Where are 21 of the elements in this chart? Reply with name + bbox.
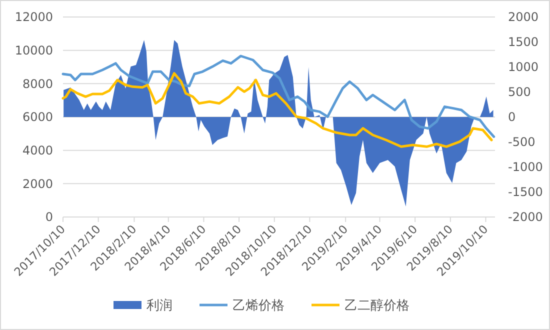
y2-tick-label: -2000 — [508, 210, 543, 224]
line-series — [62, 54, 496, 138]
y-tick-label: 10000 — [14, 44, 53, 58]
y-tick-label: 2000 — [22, 176, 53, 191]
line-series — [62, 72, 493, 148]
y-tick-label: 12000 — [14, 10, 53, 24]
y2-tick-label: 2000 — [508, 10, 539, 24]
y2-tick-label: 1000 — [508, 60, 539, 74]
y2-tick-label: 0 — [508, 110, 516, 124]
legend-label: 乙二醇价格 — [344, 298, 410, 314]
y2-tick-label: 1500 — [508, 35, 539, 50]
y2-tick-label: -1500 — [508, 185, 543, 200]
y2-tick-label: -500 — [508, 135, 536, 150]
y-tick-label: 4000 — [22, 144, 53, 158]
y2-tick-label: 500 — [508, 85, 531, 100]
y-tick-label: 8000 — [22, 76, 53, 91]
legend-label: 乙烯价格 — [232, 298, 284, 314]
y-tick-label: 6000 — [22, 110, 53, 124]
legend-label: 利润 — [146, 298, 172, 314]
y2-tick-label: -1000 — [508, 160, 543, 174]
y-tick-label: 0 — [45, 210, 53, 224]
